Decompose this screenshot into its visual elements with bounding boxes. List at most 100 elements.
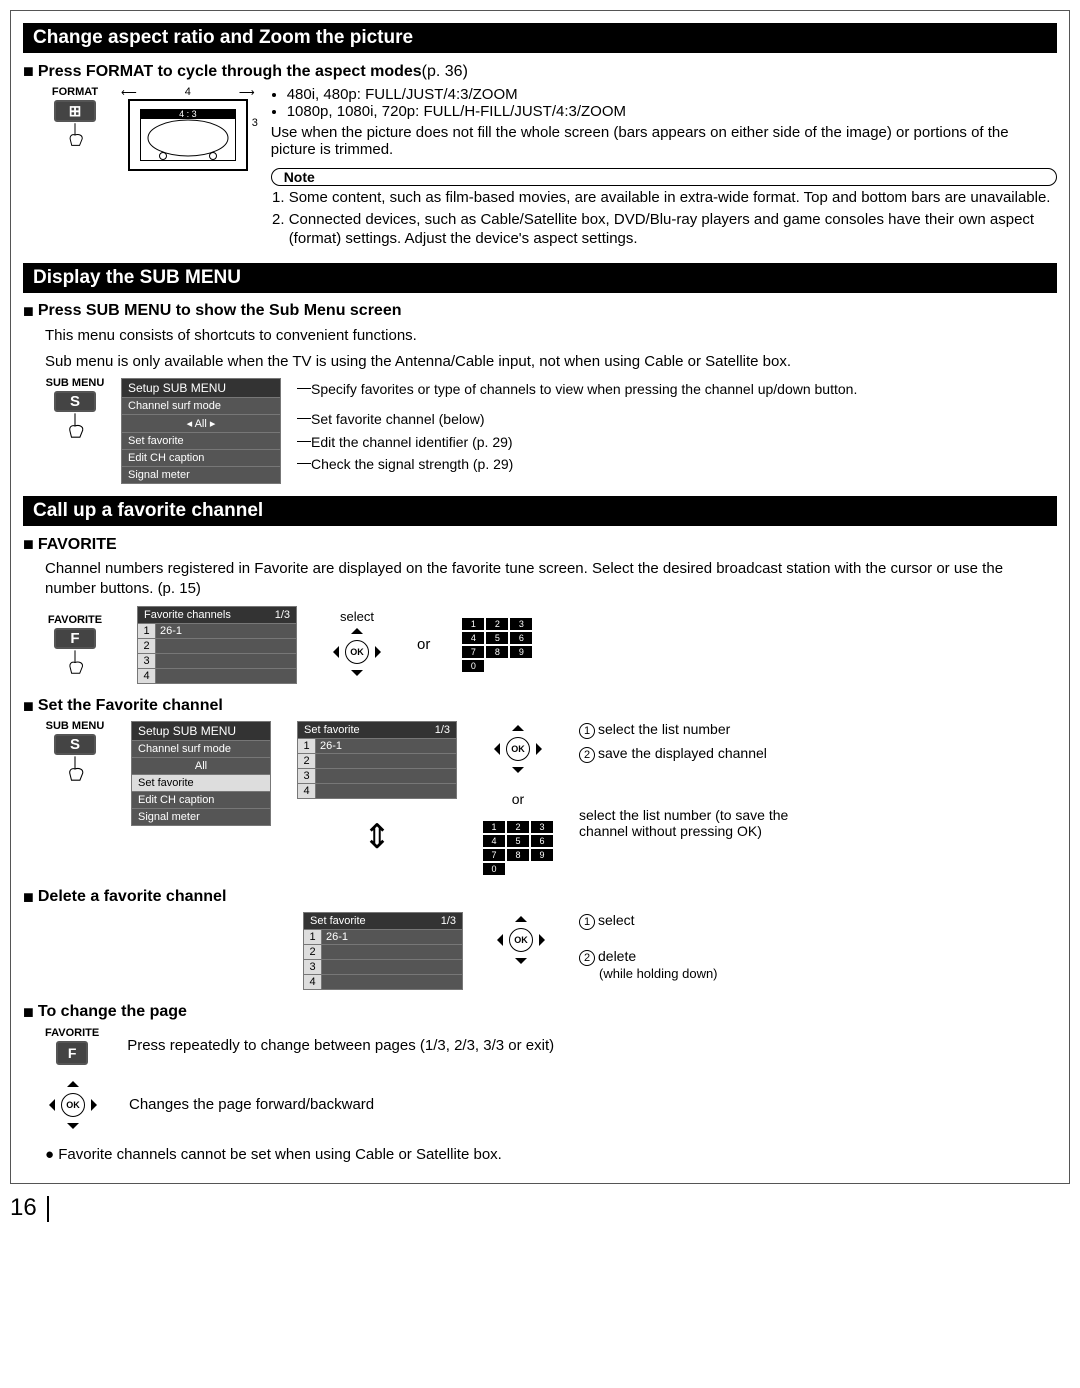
delfav-row: Set favorite1/3 126-1 2 3 4 OK 1select 2… xyxy=(23,912,1057,990)
aspect-bullet-2: 1080p, 1080i, 720p: FULL/H-FILL/JUST/4:3… xyxy=(287,103,1057,120)
nav-cross-icon[interactable]: OK xyxy=(490,721,546,777)
aspect-text-col: 480i, 480p: FULL/JUST/4:3/ZOOM 1080p, 10… xyxy=(271,86,1057,251)
fav-row-3 xyxy=(156,653,297,668)
hand-icon xyxy=(57,649,93,676)
submenu-exp-4: Check the signal strength (p. 29) xyxy=(311,453,513,475)
fav-subhead2-text: Set the Favorite channel xyxy=(38,697,223,715)
change-text2: Changes the page forward/backward xyxy=(129,1096,374,1113)
change-text: Press repeatedly to change between pages… xyxy=(127,1037,554,1054)
fav-footnote: Favorite channels cannot be set when usi… xyxy=(58,1146,502,1163)
setfav-steps: 1select the list number 2save the displa… xyxy=(579,721,799,839)
fav-label: FAVORITE xyxy=(48,614,102,626)
aspect-subhead-ref: (p. 36) xyxy=(422,63,468,81)
section-fav-header: Call up a favorite channel xyxy=(23,496,1057,526)
submenu-icon[interactable]: S xyxy=(54,391,96,412)
delfav-table: Set favorite1/3 126-1 2 3 4 xyxy=(303,912,463,990)
tv-diagram: ⟵4⟶ 4 : 3 3 xyxy=(121,86,255,171)
fav-subhead2: Set the Favorite channel xyxy=(23,696,1057,717)
setfav-or: or xyxy=(512,791,524,807)
fav-table-page: 1/3 xyxy=(275,609,290,621)
setfav-step2: save the displayed channel xyxy=(598,745,767,761)
setfav-tables-col: Set favorite1/3 126-1 2 3 4 ⇕ xyxy=(297,721,457,857)
keypad-icon[interactable]: 123 456 789 0 xyxy=(462,618,532,672)
fav-or: or xyxy=(417,636,430,653)
hand-icon xyxy=(57,755,93,783)
submenu-table-title: Setup SUB MENU xyxy=(122,379,281,398)
setfav-nav-col: OK or 123 456 789 0 xyxy=(483,721,553,875)
keypad-icon2[interactable]: 123 456 789 0 xyxy=(483,821,553,875)
fav-footnote-row: ● Favorite channels cannot be set when u… xyxy=(23,1145,1057,1165)
fav-subhead3-text: Delete a favorite channel xyxy=(38,888,227,906)
tv-right-label: 3 xyxy=(252,117,258,129)
submenu-explain: Specify favorites or type of channels to… xyxy=(297,378,1057,476)
aspect-subhead: Press FORMAT to cycle through the aspect… xyxy=(23,61,1057,82)
submenu-exp-3: Edit the channel identifier (p. 29) xyxy=(311,431,513,453)
submenu-item-setfav: Set favorite xyxy=(122,433,281,450)
setfav-table: Set favorite1/3 126-1 2 3 4 xyxy=(297,721,457,799)
nav-cross-icon[interactable]: OK xyxy=(45,1077,101,1133)
format-label: FORMAT xyxy=(52,86,98,98)
fav-nav-column: select OK xyxy=(329,609,385,680)
page-number: 16 xyxy=(10,1194,37,1222)
section-submenu-header: Display the SUB MENU xyxy=(23,263,1057,293)
aspect-bullet-1: 480i, 480p: FULL/JUST/4:3/ZOOM xyxy=(287,86,1057,103)
submenu-row: SUB MENU S Setup SUB MENU Channel surf m… xyxy=(23,378,1057,484)
del-step2b: (while holding down) xyxy=(579,966,718,981)
aspect-note-2: Connected devices, such as Cable/Satelli… xyxy=(289,210,1057,249)
fav-subhead3: Delete a favorite channel xyxy=(23,887,1057,908)
fav-row-1: 26-1 xyxy=(156,623,297,638)
aspect-use-text: Use when the picture does not fill the w… xyxy=(271,124,1057,158)
fav-row-4 xyxy=(156,668,297,683)
nav-cross-icon[interactable]: OK xyxy=(329,624,385,680)
page-footer: 16 xyxy=(10,1194,1070,1222)
aspect-note-1: Some content, such as film-based movies,… xyxy=(289,188,1057,208)
updown-arrow-icon: ⇕ xyxy=(297,817,457,857)
changepage-row1: FAVORITE F Press repeatedly to change be… xyxy=(23,1027,1057,1065)
setfav-keypad-note: select the list number (to save the chan… xyxy=(579,807,799,839)
submenu-button-icon: SUB MENU S xyxy=(45,378,105,440)
section-aspect-header: Change aspect ratio and Zoom the picture xyxy=(23,23,1057,53)
delfav-steps: 1select 2delete (while holding down) xyxy=(579,912,718,981)
hand-icon xyxy=(57,412,93,440)
fav-subhead4: To change the page xyxy=(23,1002,1057,1023)
submenu-exp-2: Set favorite channel (below) xyxy=(311,408,485,430)
fav-text: Channel numbers registered in Favorite a… xyxy=(23,559,1057,600)
submenu-item-signal: Signal meter xyxy=(122,467,281,484)
nav-cross-icon[interactable]: OK xyxy=(493,912,549,968)
aspect-row: FORMAT ⊞ ⟵4⟶ 4 : 3 3 xyxy=(23,86,1057,251)
fav-icon[interactable]: F xyxy=(54,628,96,649)
fav-row: FAVORITE F Favorite channels1/3 126-1 2 … xyxy=(23,606,1057,684)
submenu-label: SUB MENU xyxy=(46,378,105,389)
tv-top-label: 4 xyxy=(185,86,191,99)
submenu-table-wrap: Setup SUB MENU Channel surf mode ◂ All ▸… xyxy=(121,378,281,484)
format-button-icon: FORMAT ⊞ xyxy=(45,86,105,148)
setfav-row: SUB MENU S Setup SUB MENU Channel surf m… xyxy=(23,721,1057,875)
submenu-desc1: This menu consists of shortcuts to conve… xyxy=(23,326,1057,346)
submenu-item-surf: Channel surf mode xyxy=(122,398,281,415)
submenu-subhead: Press SUB MENU to show the Sub Menu scre… xyxy=(23,301,1057,322)
del-step1: select xyxy=(598,912,635,928)
fav-button-icon2: FAVORITE F xyxy=(45,1027,99,1065)
submenu-exp-1: Specify favorites or type of channels to… xyxy=(311,378,857,400)
submenu-table2: Setup SUB MENU Channel surf mode All Set… xyxy=(131,721,271,826)
fav-icon-small[interactable]: F xyxy=(56,1041,88,1065)
format-icon[interactable]: ⊞ xyxy=(54,100,96,122)
submenu-button-icon2: SUB MENU S xyxy=(45,721,105,783)
submenu-desc2: Sub menu is only available when the TV i… xyxy=(23,352,1057,372)
submenu-icon2[interactable]: S xyxy=(54,734,96,755)
hand-icon xyxy=(57,122,93,148)
page-frame: Change aspect ratio and Zoom the picture… xyxy=(10,10,1070,1184)
fav-subhead1: FAVORITE xyxy=(23,534,1057,555)
submenu-item-editch: Edit CH caption xyxy=(122,450,281,467)
note-badge: Note xyxy=(271,168,1057,186)
setfav-step1: select the list number xyxy=(598,721,730,737)
fav-subhead4-text: To change the page xyxy=(38,1003,187,1021)
fav-table: Favorite channels1/3 126-1 2 3 4 xyxy=(137,606,297,684)
submenu-table: Setup SUB MENU Channel surf mode ◂ All ▸… xyxy=(121,378,281,484)
fav-row-2 xyxy=(156,638,297,653)
del-step2: delete xyxy=(598,948,636,964)
fav-subhead1-text: FAVORITE xyxy=(38,536,117,554)
changepage-row2: OK Changes the page forward/backward xyxy=(23,1077,1057,1133)
fav-table-title: Favorite channels xyxy=(144,609,231,621)
submenu-subhead-text: Press SUB MENU to show the Sub Menu scre… xyxy=(38,302,402,320)
